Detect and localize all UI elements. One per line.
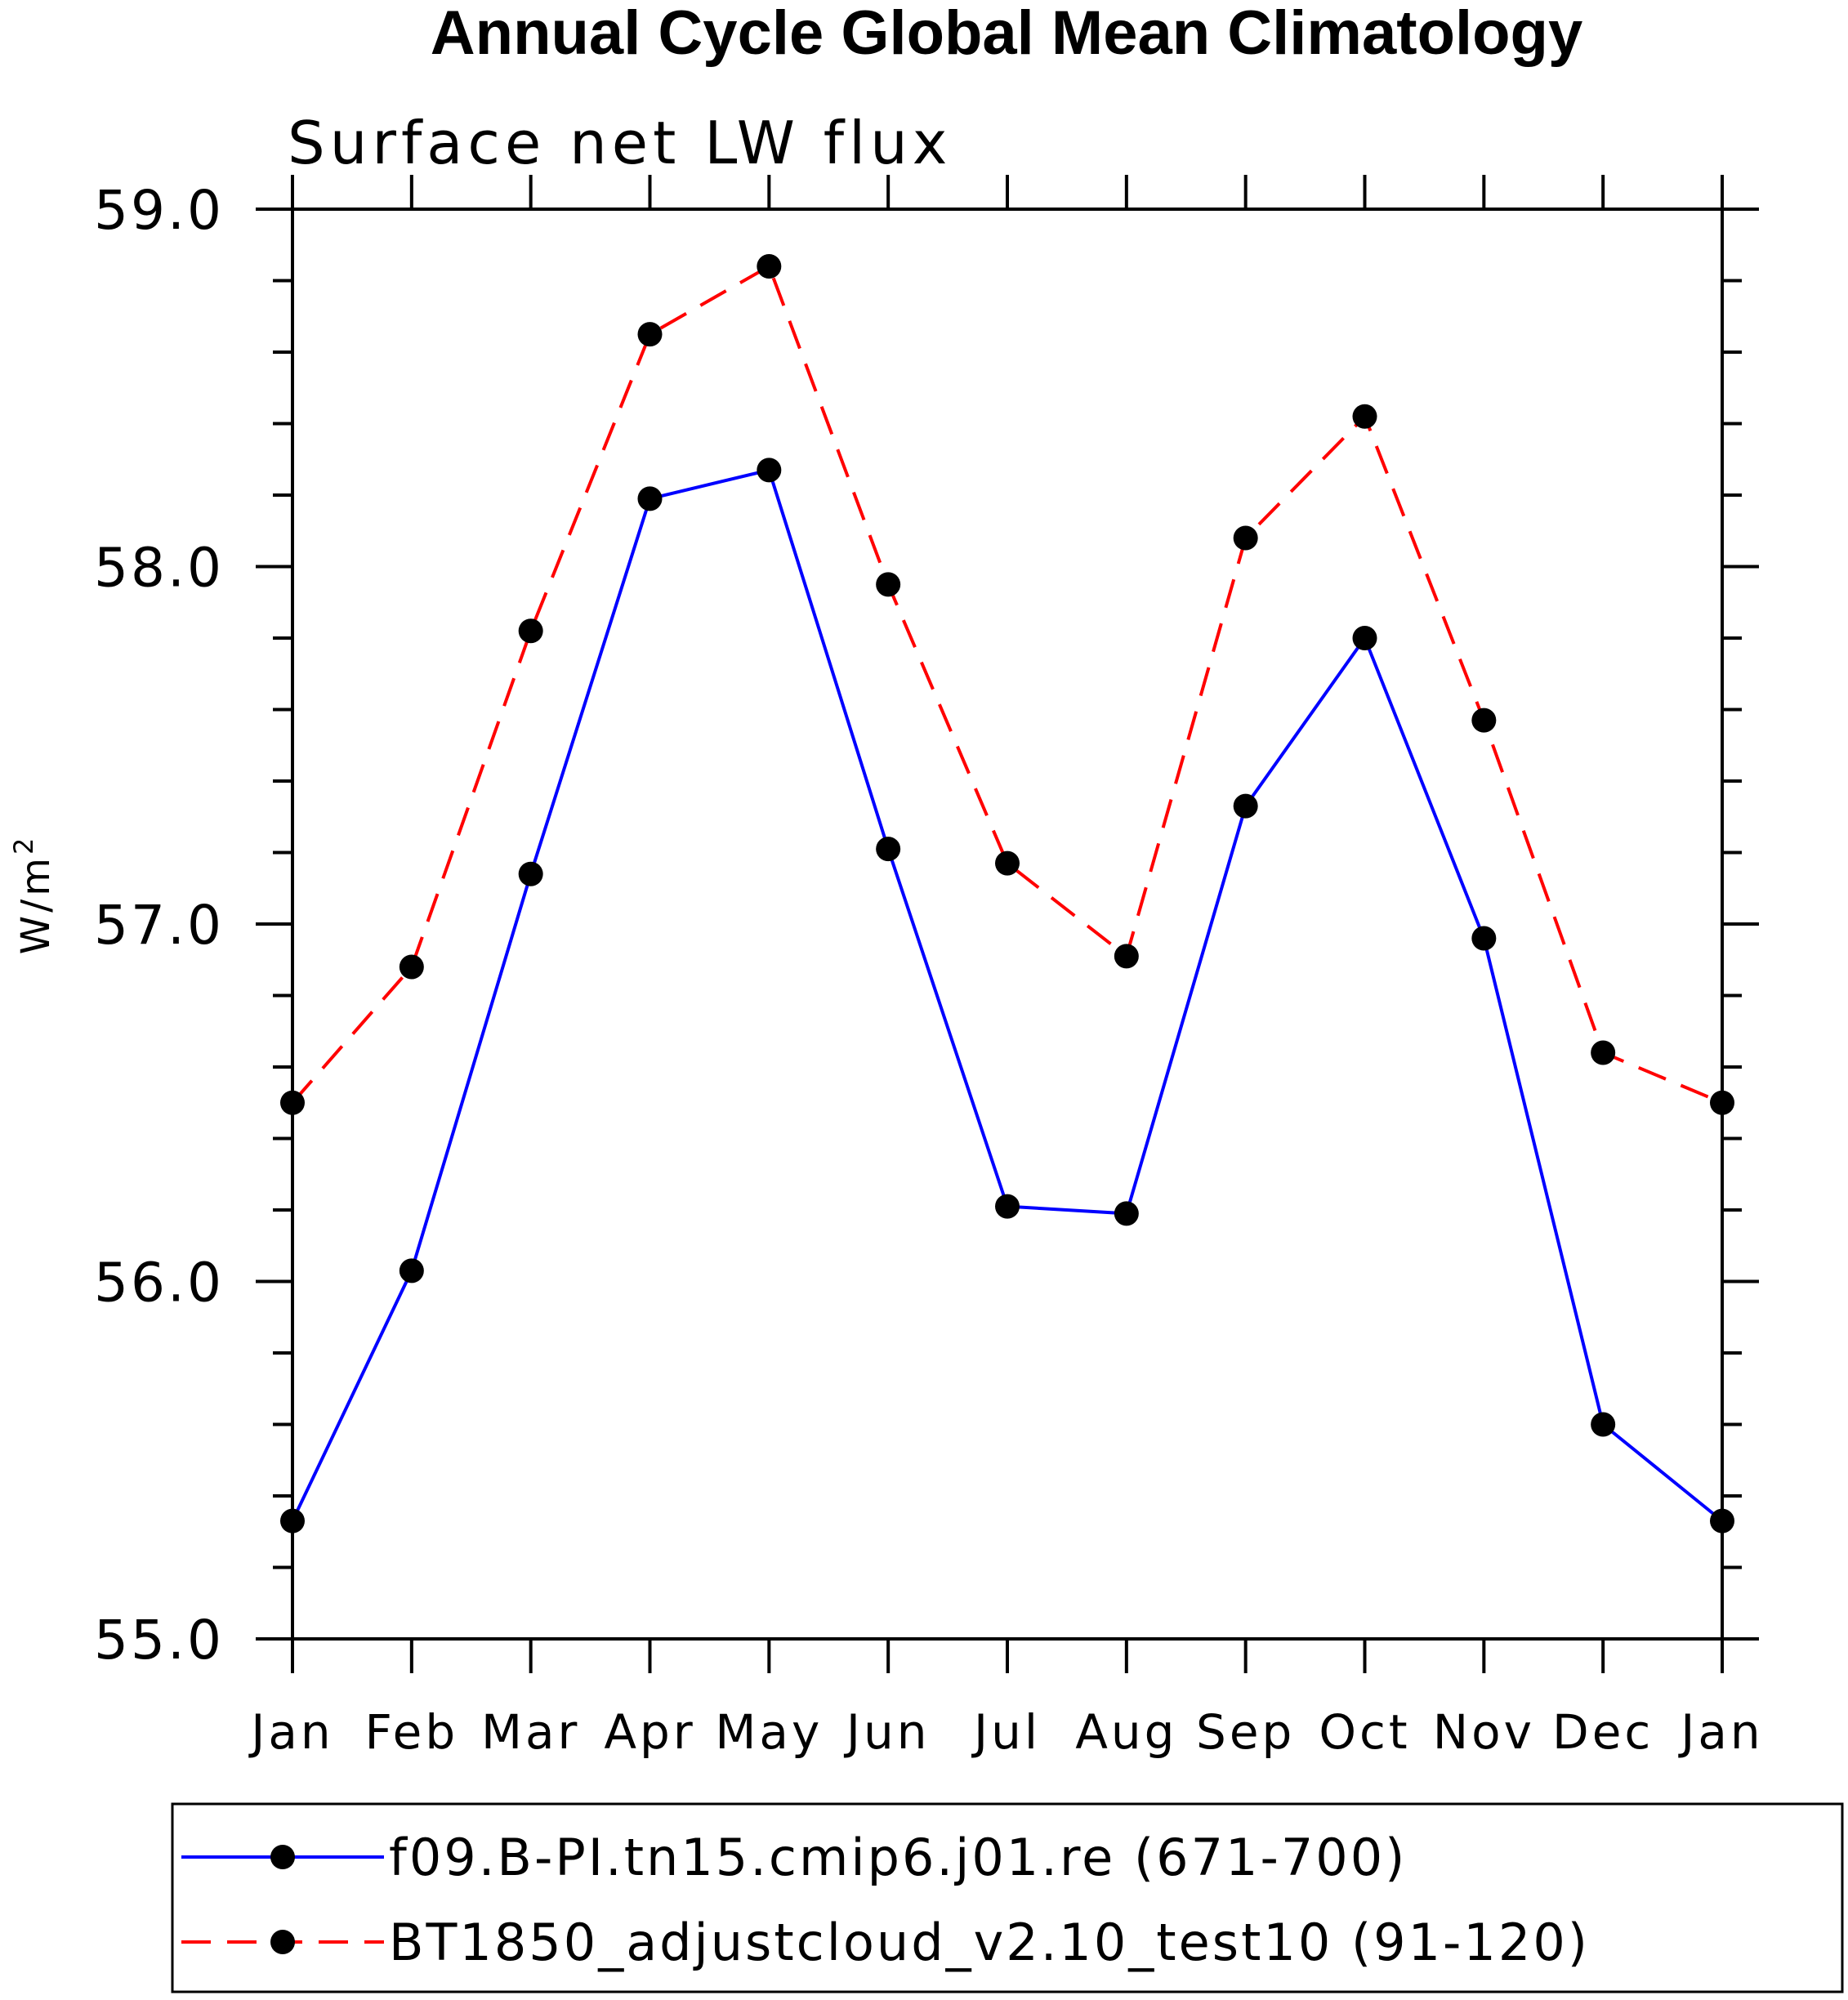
chart-subtitle: Surface net LW flux <box>288 109 952 177</box>
x-tick-labels: Jan Feb Mar Apr May Jun Jul Aug Sep Oct Nov Dec Jan <box>248 1704 1763 1760</box>
data-point <box>1471 926 1497 951</box>
data-point <box>280 1508 305 1533</box>
x-tick-label: Mar <box>481 1704 580 1760</box>
legend-box <box>171 1802 1844 1993</box>
data-point <box>399 1258 424 1283</box>
legend-label: BT1850_adjustcloud_v2.10_test10 (91-120) <box>389 1913 1590 1972</box>
y-axis-label-superscript: 2 <box>8 835 39 855</box>
series-line <box>291 467 1724 1523</box>
data-point <box>1233 525 1258 551</box>
legend: f09.B-PI.tn15.cmip6.j01.re (671-700) BT18… <box>181 1828 1590 1972</box>
y-tick-label: 58.0 <box>94 537 224 600</box>
data-point <box>876 572 901 597</box>
axis-ticks <box>256 175 1759 1673</box>
x-tick-label: Apr <box>604 1704 695 1760</box>
y-axis-label-main: W/m <box>13 855 59 954</box>
data-point <box>518 861 543 886</box>
legend-marker <box>270 1930 295 1954</box>
data-point <box>1352 626 1377 650</box>
data-point <box>757 254 782 279</box>
data-point <box>518 618 543 644</box>
svg-text:W/m2: W/m2 <box>8 835 59 955</box>
data-point <box>995 850 1020 876</box>
x-tick-label: Jun <box>844 1704 931 1760</box>
legend-marker <box>270 1845 295 1869</box>
series-0 <box>280 458 1734 1533</box>
x-tick-label: Aug <box>1075 1704 1177 1760</box>
y-tick-label: 55.0 <box>94 1609 224 1672</box>
x-tick-label: Feb <box>364 1704 458 1760</box>
y-tick-label: 59.0 <box>94 179 224 242</box>
x-tick-label: Jan <box>248 1704 333 1760</box>
data-point <box>757 458 782 483</box>
data-point <box>1710 1090 1734 1115</box>
data-point <box>399 954 424 980</box>
data-point <box>1114 1201 1139 1226</box>
y-tick-label: 56.0 <box>94 1252 224 1315</box>
data-point <box>1591 1040 1616 1065</box>
data-point <box>1233 793 1258 819</box>
x-tick-label: Jan <box>1678 1704 1763 1760</box>
x-tick-label: Oct <box>1319 1704 1410 1760</box>
legend-label: f09.B-PI.tn15.cmip6.j01.re (671-700) <box>389 1828 1407 1887</box>
series-layer <box>280 254 1734 1533</box>
x-tick-label: Jul <box>971 1704 1041 1760</box>
x-tick-label: Dec <box>1552 1704 1654 1760</box>
x-tick-label: Sep <box>1196 1704 1295 1760</box>
data-point <box>1591 1412 1616 1437</box>
data-point <box>995 1194 1020 1219</box>
y-tick-labels: 55.0 56.0 57.0 58.0 59.0 <box>94 179 224 1672</box>
data-point <box>1710 1508 1734 1533</box>
x-tick-label: May <box>715 1704 823 1760</box>
chart-title: Annual Cycle Global Mean Climatology <box>431 0 1582 68</box>
data-point <box>280 1090 305 1115</box>
y-tick-label: 57.0 <box>94 894 224 957</box>
plot-frame <box>291 208 1724 1641</box>
data-point <box>1471 708 1497 733</box>
data-point <box>1114 944 1139 969</box>
series-1 <box>280 254 1734 1115</box>
series-line <box>291 264 1723 1105</box>
data-point <box>637 486 663 511</box>
data-point <box>876 837 901 862</box>
data-point <box>637 322 663 347</box>
x-tick-label: Nov <box>1433 1704 1535 1760</box>
y-axis-label: W/m2 <box>8 835 59 955</box>
data-point <box>1352 404 1377 429</box>
